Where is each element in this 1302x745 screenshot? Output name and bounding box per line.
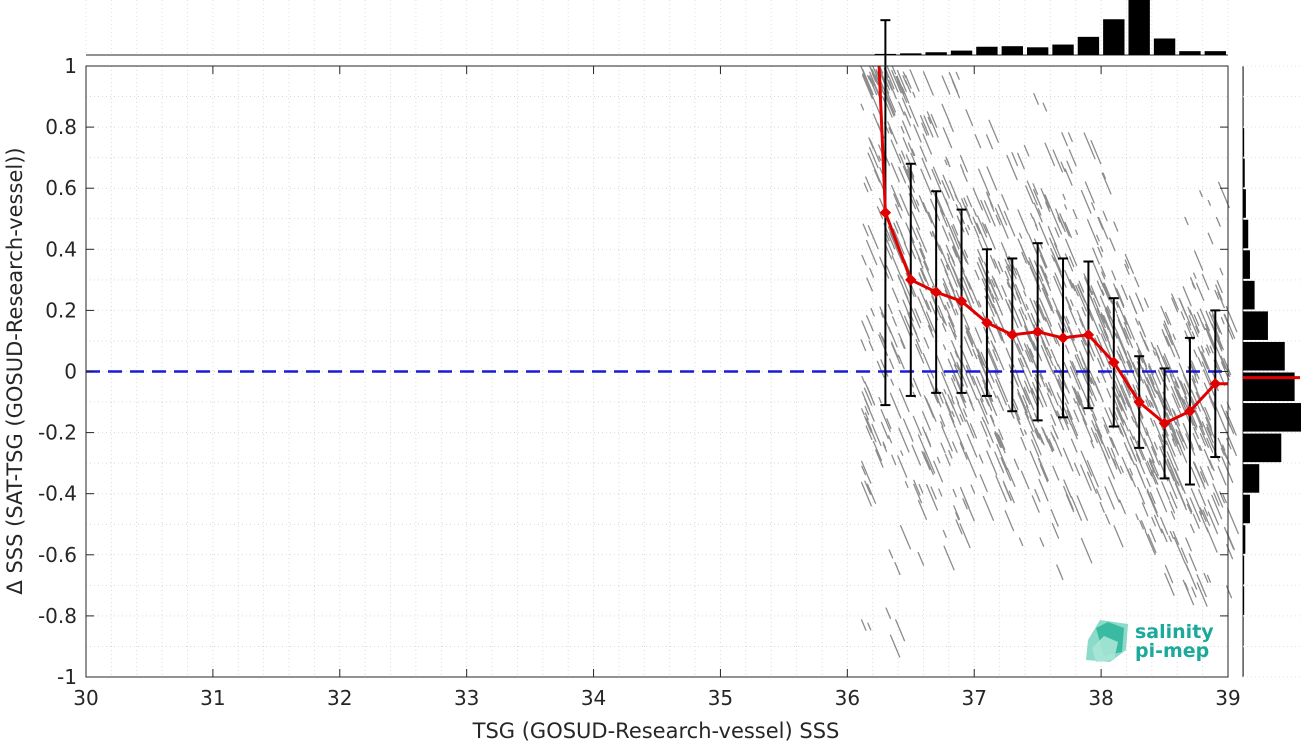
- mean-marker: [1082, 329, 1095, 341]
- right-hist-bar: [1243, 555, 1245, 585]
- top-hist-bar: [1128, 0, 1150, 55]
- right-hist-bar: [1243, 311, 1268, 340]
- mean-marker: [981, 316, 993, 329]
- x-tick-label: 33: [454, 686, 479, 710]
- logo-text-line1: salinity: [1135, 621, 1214, 643]
- y-tick-label: 0.6: [45, 176, 77, 200]
- x-tick-label: 36: [835, 686, 860, 710]
- top-hist-bar: [1001, 46, 1023, 55]
- y-tick-label: -0.4: [38, 482, 77, 506]
- right-hist-bar: [1243, 128, 1245, 157]
- mean-marker: [930, 286, 942, 298]
- right-hist-bar: [1243, 67, 1244, 96]
- right-hist-bar: [1243, 250, 1250, 279]
- x-axis-ticks: 30 31 32 33 34 35 36 37 38 39: [73, 66, 1241, 710]
- right-hist-bar: [1243, 219, 1249, 249]
- top-hist-bar: [1103, 19, 1125, 55]
- top-hist-bar: [1153, 38, 1176, 55]
- x-tick-label: 31: [200, 686, 225, 710]
- y-tick-label: 0.4: [45, 237, 77, 261]
- top-hist-bar: [1077, 36, 1100, 55]
- mean-marker: [905, 274, 917, 286]
- logo-wave-icon: [1086, 620, 1128, 662]
- mean-line: [877, 65, 1228, 426]
- top-histogram: [85, 0, 1229, 56]
- y-tick-label: -0.6: [38, 543, 77, 567]
- right-hist-bar: [1243, 464, 1260, 493]
- x-tick-label: 35: [708, 686, 733, 710]
- y-axis-ticks: -1 -0.8 -0.6 -0.4 -0.2 0 0.2 0.4 0.6 0.8 1: [38, 54, 1228, 689]
- mean-marker: [1108, 356, 1120, 369]
- top-hist-bar: [1179, 51, 1201, 55]
- mean-marker: [1057, 332, 1069, 344]
- right-histogram: [1242, 65, 1302, 678]
- x-tick-label: 30: [73, 686, 98, 710]
- right-hist-bar: [1243, 586, 1245, 615]
- x-axis-title: TSG (GOSUD-Research-vessel) SSS: [472, 719, 840, 743]
- x-tick-label: 38: [1088, 686, 1113, 710]
- mean-marker: [1006, 329, 1018, 341]
- mean-marker: [1133, 396, 1145, 408]
- right-hist-bar: [1243, 189, 1246, 218]
- y-tick-label: 0.2: [45, 298, 77, 322]
- x-tick-label: 37: [961, 686, 986, 710]
- x-tick-label: 32: [327, 686, 352, 710]
- right-hist-bar: [1243, 616, 1244, 646]
- scatter-points: [860, 65, 1239, 658]
- right-hist-bar: [1243, 494, 1250, 524]
- right-hist-bar: [1243, 433, 1282, 463]
- scatter-cloud: [860, 65, 1239, 658]
- y-axis-title: Δ SSS (SAT-TSG (GOSUD-Research-vessel)): [3, 147, 27, 594]
- right-hist-bar: [1243, 280, 1255, 310]
- mean-marker: [1031, 326, 1044, 338]
- mean-marker: [1158, 417, 1171, 430]
- y-tick-label: 0.8: [45, 115, 77, 139]
- top-hist-bar: [976, 46, 998, 55]
- top-hist-bar: [1204, 51, 1226, 55]
- y-tick-label: -0.8: [38, 604, 77, 628]
- top-hist-bar: [874, 53, 897, 55]
- y-tick-label: -0.2: [38, 421, 77, 445]
- y-tick-label: -1: [57, 665, 77, 689]
- right-hist-bar: [1243, 647, 1244, 676]
- right-hist-bar: [1243, 341, 1285, 371]
- top-hist-bar: [925, 52, 947, 55]
- mean-marker: [955, 295, 968, 307]
- right-hist-bar: [1243, 97, 1244, 127]
- top-hist-bar: [1052, 44, 1074, 55]
- right-hist-bar: [1243, 158, 1245, 188]
- top-hist-bar: [950, 50, 973, 55]
- mean-marker: [1184, 405, 1196, 417]
- x-tick-label: 34: [581, 686, 606, 710]
- y-tick-label: 0: [64, 360, 77, 384]
- y-tick-label: 1: [64, 54, 77, 78]
- mean-marker: [879, 206, 892, 219]
- right-hist-bar: [1243, 403, 1301, 432]
- salinity-pi-mep-logo: salinity pi-mep: [1086, 620, 1214, 662]
- logo-text-line2: pi-mep: [1135, 640, 1209, 662]
- binned-mean-line: [877, 65, 1228, 430]
- x-tick-label: 39: [1215, 686, 1240, 710]
- top-hist-bar: [1026, 47, 1049, 55]
- top-hist-bar: [900, 53, 922, 55]
- mean-marker: [1209, 378, 1222, 390]
- right-hist-bar: [1243, 525, 1246, 554]
